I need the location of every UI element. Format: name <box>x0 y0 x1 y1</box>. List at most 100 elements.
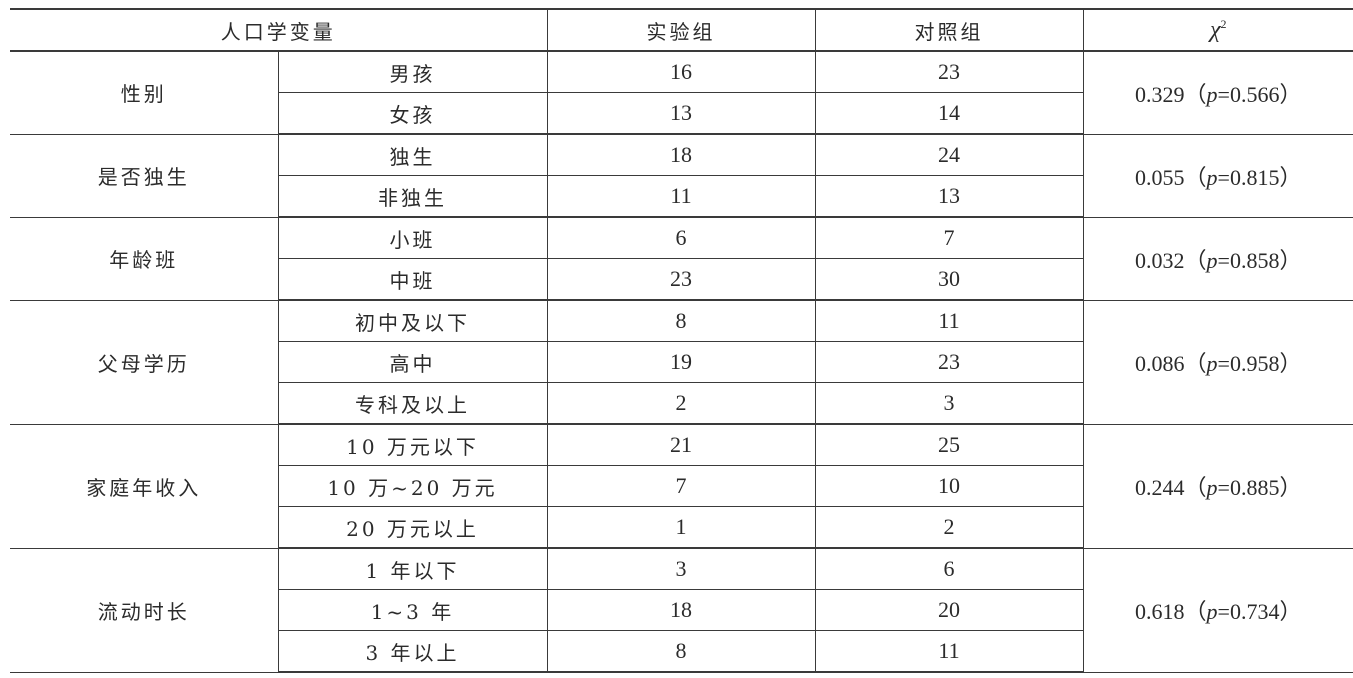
experimental-count: 11 <box>546 175 816 218</box>
chi-square-value: 0.032 <box>1135 247 1185 273</box>
p-label: p <box>1206 81 1218 107</box>
table-row: 非独生 11 13 <box>10 175 1353 218</box>
level-label: 初中及以下 <box>277 299 548 342</box>
experimental-count: 7 <box>546 465 816 507</box>
level-label: 1 年以下 <box>277 547 548 590</box>
p-label: p <box>1206 164 1218 190</box>
table-row: 中班 23 30 <box>10 258 1353 301</box>
experimental-count: 19 <box>546 341 816 383</box>
chi-symbol: χ <box>1209 16 1221 43</box>
p-value: 0.858 <box>1229 247 1280 273</box>
control-count: 20 <box>814 589 1083 631</box>
experimental-count: 23 <box>546 258 816 301</box>
header-row: 人口学变量 实验组 对照组 χ2 <box>10 8 1353 52</box>
experimental-count: 8 <box>546 299 816 342</box>
p-value-group: p 0.958 <box>1185 351 1302 376</box>
experimental-count: 2 <box>546 382 816 425</box>
experimental-count: 1 <box>546 506 816 549</box>
level-label: 小班 <box>277 216 548 259</box>
level-label: 1~3 年 <box>278 589 548 631</box>
p-equals <box>1218 165 1230 190</box>
p-equals <box>1218 351 1230 376</box>
control-count: 10 <box>814 465 1083 507</box>
p-value-group: p 0.858 <box>1185 248 1302 273</box>
level-label: 3 年以上 <box>278 630 548 673</box>
chi-square-cell: 0.244 p 0.885 <box>1082 423 1353 549</box>
p-label: p <box>1206 247 1218 273</box>
chi-square-cell: 0.329 p 0.566 <box>1082 50 1353 135</box>
level-label: 20 万元以上 <box>278 506 548 549</box>
group-name: 年龄班 <box>10 216 279 301</box>
control-count: 30 <box>814 258 1083 301</box>
p-value-group: p 0.815 <box>1185 165 1302 190</box>
experimental-count: 18 <box>546 589 816 631</box>
p-value-group: p 0.885 <box>1185 475 1302 500</box>
p-label: p <box>1206 475 1218 500</box>
table-row: 专科及以上 2 3 <box>10 382 1353 425</box>
control-count: 11 <box>814 299 1084 342</box>
p-equals <box>1218 599 1230 624</box>
table-row: 女孩 13 14 <box>10 92 1353 135</box>
chi-square-value: 0.618 <box>1135 599 1185 624</box>
table-row: 高中 19 23 <box>10 341 1353 383</box>
level-label: 10 万元以下 <box>277 423 548 466</box>
p-label: p <box>1206 351 1218 376</box>
header-experimental: 实验组 <box>546 8 816 52</box>
level-label: 专科及以上 <box>278 382 548 425</box>
level-label: 中班 <box>278 258 548 301</box>
control-count: 7 <box>814 216 1084 259</box>
experimental-count: 13 <box>546 92 816 135</box>
control-count: 23 <box>814 50 1084 93</box>
control-count: 14 <box>814 92 1083 135</box>
level-label: 高中 <box>278 341 548 383</box>
demographics-table: 人口学变量 实验组 对照组 χ2 性别男孩16230.329p0.566女孩13… <box>10 8 1353 673</box>
chi-square-value: 0.244 <box>1135 475 1185 500</box>
control-count: 25 <box>814 423 1084 466</box>
table-row: 1~3 年 18 20 <box>10 589 1353 631</box>
experimental-count: 16 <box>546 50 816 93</box>
control-count: 2 <box>814 506 1083 549</box>
p-value: 0.734 <box>1229 599 1280 624</box>
experimental-count: 6 <box>546 216 816 259</box>
chi-square-cell: 0.086 p 0.958 <box>1082 299 1353 425</box>
p-value: 0.885 <box>1229 475 1280 500</box>
p-value: 0.566 <box>1229 81 1280 107</box>
header-control: 对照组 <box>814 8 1084 52</box>
chi-square-value: 0.055 <box>1135 164 1185 190</box>
p-equals <box>1218 475 1230 500</box>
chi-square-cell: 0.618 p 0.734 <box>1082 547 1353 673</box>
table-row: 3 年以上 8 11 <box>10 630 1353 673</box>
level-label: 男孩 <box>277 50 548 93</box>
p-value: 0.815 <box>1229 164 1280 190</box>
p-value-group: p 0.734 <box>1185 599 1302 624</box>
table-row: 20 万元以上 1 2 <box>10 506 1353 549</box>
control-count: 24 <box>814 133 1084 176</box>
control-count: 13 <box>814 175 1083 218</box>
chi-square-value: 0.329 <box>1135 81 1185 107</box>
header-variable: 人口学变量 <box>10 8 548 52</box>
group-name: 家庭年收入 <box>10 423 279 549</box>
control-count: 11 <box>814 630 1083 673</box>
p-value-group: p 0.566 <box>1185 82 1302 107</box>
control-count: 6 <box>814 547 1084 590</box>
level-label: 非独生 <box>278 175 548 218</box>
group-name: 是否独生 <box>10 133 279 218</box>
experimental-count: 3 <box>546 547 816 590</box>
chi-square-cell: 0.055 p 0.815 <box>1082 133 1353 218</box>
p-value: 0.958 <box>1229 351 1280 376</box>
control-count: 23 <box>814 341 1083 383</box>
experimental-count: 21 <box>546 423 816 466</box>
group-name: 流动时长 <box>10 547 279 673</box>
header-chi-square: χ2 <box>1082 8 1353 52</box>
control-count: 3 <box>814 382 1083 425</box>
p-equals <box>1218 82 1230 107</box>
group-name: 父母学历 <box>10 299 279 425</box>
experimental-count: 8 <box>546 630 816 673</box>
chi-square-value: 0.086 <box>1135 351 1185 376</box>
